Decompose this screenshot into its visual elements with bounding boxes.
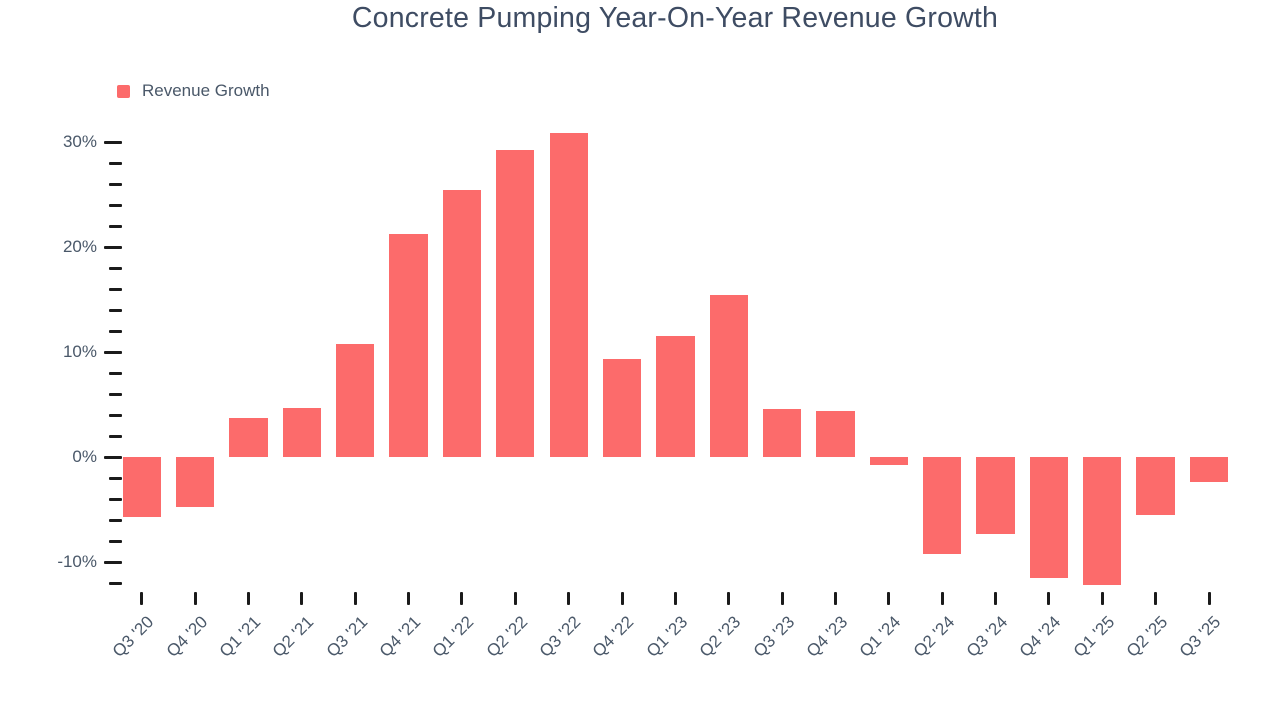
revenue-growth-bar (122, 457, 161, 518)
y-axis-major-tick (103, 350, 122, 354)
x-axis-tick (887, 591, 891, 605)
y-axis-minor-tick (108, 372, 122, 375)
revenue-growth-bar (976, 457, 1015, 534)
x-axis-tick-label: Q1 '23 (642, 612, 692, 661)
x-axis-tick-label: Q1 '25 (1069, 612, 1119, 661)
x-axis-tick-label: Q2 '23 (696, 612, 745, 661)
legend: Revenue Growth (117, 81, 270, 101)
revenue-growth-bar (709, 294, 748, 458)
legend-label: Revenue Growth (142, 81, 270, 100)
revenue-growth-bar (923, 457, 962, 554)
x-axis-tick (1047, 591, 1051, 605)
x-axis-tick (1100, 591, 1104, 605)
x-axis-tick (407, 591, 411, 605)
x-axis-tick (300, 591, 304, 605)
y-axis-minor-tick (108, 498, 122, 501)
y-axis-minor-tick (108, 519, 122, 522)
x-axis-tick-label: Q2 '21 (269, 612, 318, 661)
x-axis-tick (193, 591, 197, 605)
revenue-growth-bar (549, 132, 588, 458)
chart-title: Concrete Pumping Year-On-Year Revenue Gr… (351, 2, 999, 34)
x-axis-tick (780, 591, 784, 605)
revenue-growth-bar (282, 407, 322, 458)
y-axis-minor-tick (108, 309, 122, 312)
x-axis-tick-label: Q1 '21 (215, 612, 265, 661)
y-axis-major-tick (103, 245, 122, 249)
revenue-growth-bar (762, 409, 802, 458)
y-axis-major-tick (103, 560, 122, 564)
y-axis-minor-tick (108, 435, 122, 438)
revenue-growth-bar (389, 233, 428, 458)
x-axis-tick-label: Q3 '24 (962, 612, 1012, 661)
y-axis-minor-tick (108, 582, 122, 585)
y-axis-tick-label: -10% (57, 552, 97, 572)
revenue-growth-bar (1029, 457, 1069, 579)
x-axis-tick (353, 591, 357, 605)
y-axis-minor-tick (108, 288, 122, 291)
x-axis-tick (1154, 591, 1158, 605)
x-axis-tick (994, 591, 998, 605)
revenue-growth-bar (869, 457, 908, 465)
x-axis-tick-label: Q3 '22 (535, 612, 585, 661)
y-axis-minor-tick (108, 225, 122, 228)
x-axis-tick (513, 591, 517, 605)
y-axis-major-tick (103, 140, 122, 144)
x-axis-tick-label: Q4 '23 (802, 612, 852, 661)
x-axis-tick-label: Q3 '25 (1176, 612, 1225, 661)
x-axis-tick-label: Q4 '21 (375, 612, 425, 661)
y-axis-tick-label: 10% (62, 342, 97, 362)
y-axis-minor-tick (108, 540, 122, 543)
revenue-growth-bar (656, 335, 695, 458)
y-axis-minor-tick (108, 330, 122, 333)
y-axis-tick-label: 30% (62, 132, 97, 152)
x-axis-tick (247, 591, 251, 605)
y-axis-minor-tick (108, 414, 122, 417)
revenue-growth-bar (1136, 457, 1175, 516)
revenue-growth-bar (496, 149, 535, 458)
revenue-growth-bar (602, 358, 642, 458)
x-axis-tick-label: Q2 '24 (909, 612, 958, 661)
revenue-growth-bar (336, 343, 375, 458)
x-axis-tick-label: Q1 '22 (429, 612, 478, 661)
y-axis-minor-tick (108, 393, 122, 396)
y-axis-minor-tick (108, 477, 122, 480)
x-axis-tick-label: Q2 '25 (1122, 612, 1172, 661)
revenue-growth-bar (1083, 457, 1122, 586)
y-axis-minor-tick (108, 162, 122, 165)
x-axis-tick-label: Q1 '24 (856, 612, 905, 661)
revenue-growth-bar (176, 457, 215, 507)
x-axis-tick-label: Q4 '24 (1016, 612, 1065, 661)
revenue-growth-bar (442, 189, 482, 458)
x-axis-tick (460, 591, 464, 605)
y-axis-minor-tick (108, 183, 122, 186)
x-axis-tick (673, 591, 677, 605)
y-axis-minor-tick (108, 267, 122, 270)
x-axis-tick-label: Q4 '20 (162, 612, 211, 661)
y-axis-tick-label: 0% (72, 447, 97, 467)
y-axis-minor-tick (108, 204, 122, 207)
x-axis-tick (727, 591, 731, 605)
x-axis-tick-label: Q3 '21 (322, 612, 371, 661)
y-axis-major-tick (103, 455, 122, 459)
x-axis-tick-label: Q2 '22 (482, 612, 532, 661)
x-axis-tick-label: Q4 '22 (589, 612, 638, 661)
x-axis-tick (1207, 591, 1211, 605)
x-axis-tick (620, 591, 624, 605)
revenue-growth-bar (1189, 457, 1229, 483)
x-axis-tick-label: Q3 '23 (749, 612, 798, 661)
y-axis-tick-label: 20% (62, 237, 97, 257)
x-axis-tick-label: Q3 '20 (109, 612, 158, 661)
legend-swatch-icon (117, 84, 130, 98)
revenue-growth-bar (229, 418, 268, 458)
revenue-growth-bar (816, 411, 855, 458)
x-axis-tick (567, 591, 571, 605)
x-axis-tick (833, 591, 837, 605)
x-axis-tick (140, 591, 144, 605)
x-axis-tick (940, 591, 944, 605)
